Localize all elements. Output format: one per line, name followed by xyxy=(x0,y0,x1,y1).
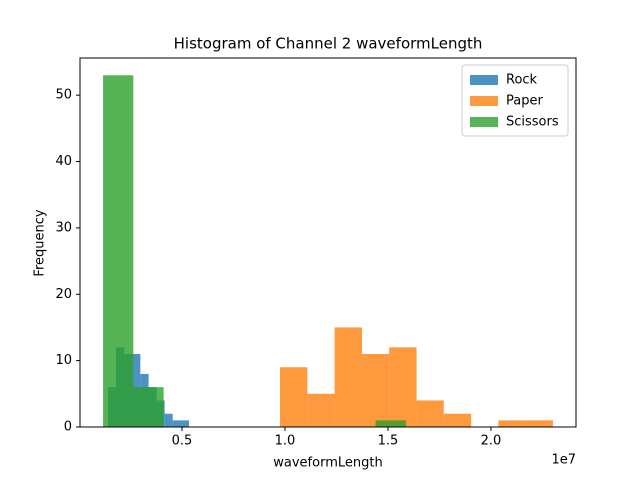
legend-swatch xyxy=(470,117,498,127)
bar xyxy=(307,393,335,427)
bar xyxy=(280,367,308,427)
y-tick-label: 0 xyxy=(64,420,72,435)
x-offset-label: 1e7 xyxy=(551,453,576,468)
bar xyxy=(416,400,444,427)
bar xyxy=(164,413,173,427)
bar xyxy=(443,413,472,427)
bar xyxy=(375,420,406,427)
legend-label: Scissors xyxy=(506,115,559,130)
bar xyxy=(498,420,526,427)
bar xyxy=(172,420,181,427)
plot-frame xyxy=(79,57,577,428)
legend-label: Paper xyxy=(506,94,543,109)
x-tick-label: 0.5 xyxy=(172,434,193,449)
y-tick-label: 50 xyxy=(55,88,72,103)
bar xyxy=(389,347,417,427)
legend-swatch xyxy=(470,96,498,106)
bar xyxy=(133,387,164,427)
bar xyxy=(103,75,134,427)
x-axis-label: waveformLength xyxy=(273,456,382,471)
x-tick-label: 1.0 xyxy=(275,434,296,449)
y-tick-label: 40 xyxy=(55,154,72,169)
x-tick-label: 1.5 xyxy=(378,434,399,449)
y-tick-label: 30 xyxy=(55,220,72,235)
chart-title: Histogram of Channel 2 waveformLength xyxy=(174,35,483,53)
bar xyxy=(334,327,362,427)
y-tick-label: 20 xyxy=(55,287,72,302)
y-axis-label: Frequency xyxy=(33,209,48,276)
y-tick-label: 10 xyxy=(55,353,72,368)
legend-swatch xyxy=(470,75,498,85)
bar xyxy=(525,420,553,427)
legend-label: Rock xyxy=(506,73,538,88)
x-tick-label: 2.0 xyxy=(481,434,502,449)
bar xyxy=(361,353,390,427)
bar xyxy=(180,420,189,427)
